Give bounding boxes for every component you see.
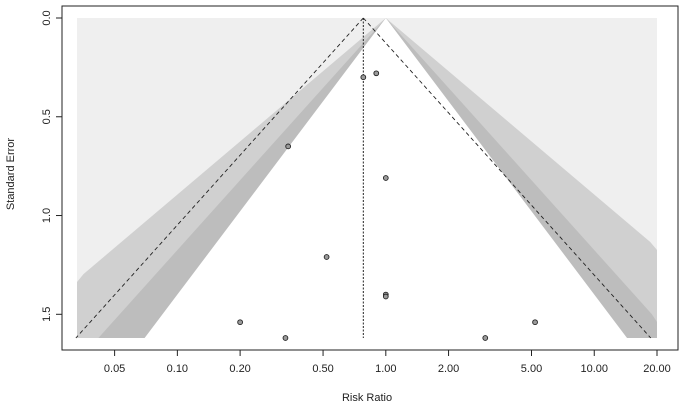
x-tick-label: 0.50 (312, 363, 333, 375)
study-point (285, 143, 291, 150)
pseudo-ci-right-line (362, 17, 652, 339)
x-tick-label: 5.00 (521, 363, 542, 375)
study-point (382, 293, 389, 300)
axes: 0.05 0.10 0.20 0.50 1.00 2.00 5.00 10.00 20.00 0.… (41, 10, 671, 375)
contour-regions (77, 18, 657, 338)
y-tick-label: 1.5 (41, 307, 53, 322)
x-tick-label: 1.00 (375, 363, 396, 375)
reference-lines (75, 17, 652, 339)
plot-border (61, 5, 679, 351)
y-tick-label: 1.0 (41, 208, 53, 223)
y-axis-title: Standard Error (5, 138, 17, 210)
study-point (360, 74, 367, 81)
y-tick-label: 0.0 (41, 10, 53, 25)
x-tick-label: 10.00 (580, 363, 608, 375)
study-point (382, 175, 389, 181)
study-point (482, 335, 489, 341)
study-points (237, 70, 538, 341)
study-point (532, 319, 538, 326)
study-point (282, 335, 289, 341)
x-tick-label: 0.05 (104, 363, 125, 375)
x-tick-label: 0.10 (167, 363, 188, 375)
plot-frame (61, 5, 679, 351)
x-axis-title: Risk Ratio (342, 392, 392, 404)
x-tick-label: 2.00 (438, 363, 459, 375)
y-tick-label: 0.5 (41, 109, 53, 124)
x-tick-label: 0.20 (229, 363, 250, 375)
pseudo-ci-left-line (75, 17, 364, 339)
study-point (323, 254, 330, 260)
x-tick-label: 20.00 (643, 363, 671, 375)
study-point (373, 70, 380, 77)
study-point (237, 319, 243, 326)
